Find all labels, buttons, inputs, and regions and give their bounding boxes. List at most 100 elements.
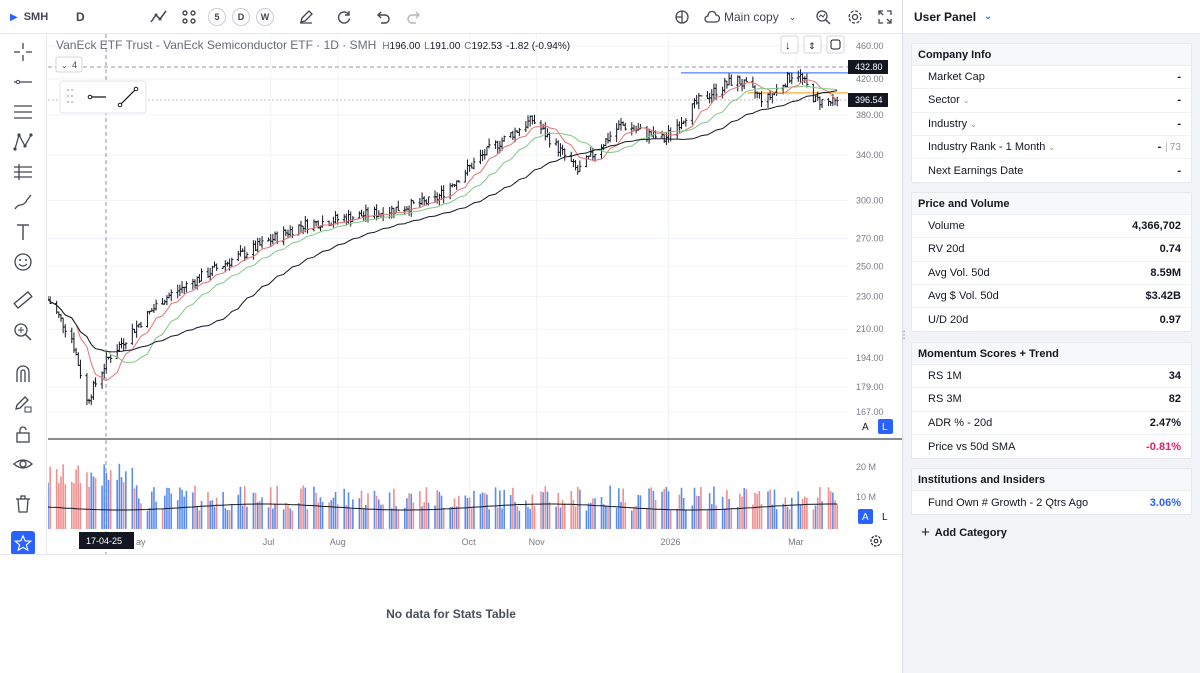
company-info-card: Company Info Market Cap - Sector ⌄ - Indust…: [911, 43, 1192, 184]
info-row-industry[interactable]: Industry ⌄ -: [912, 113, 1191, 136]
volume-bar: [771, 504, 774, 529]
brush-icon: [14, 194, 32, 210]
volume-bar: [298, 503, 300, 529]
row-label: RS 3M: [928, 393, 962, 406]
remove-drawings-tool[interactable]: [11, 492, 35, 516]
pv-row-rv20: RV 20d 0.74: [912, 238, 1191, 262]
price-chart[interactable]: 460.00 420.00 380.00 340.00 300.00 270.00 250.…: [46, 34, 902, 554]
price-axis-label: 340.00: [856, 150, 884, 160]
indicators-collapse-button[interactable]: ⌄ 4: [55, 56, 83, 73]
info-row-industry-rank[interactable]: Industry Rank - 1 Month ⌄ - | 73: [912, 136, 1191, 160]
symbol-search-button[interactable]: ▶ SMH: [10, 8, 48, 26]
ma-mid-line: [47, 85, 838, 363]
crosshair-tool[interactable]: [11, 40, 35, 64]
collapse-button[interactable]: ⇕: [803, 35, 822, 54]
volume-bar: [289, 508, 291, 529]
time-axis-label: Aug: [330, 537, 346, 547]
volume-bar: [509, 495, 512, 529]
volume-bar: [343, 488, 346, 529]
interval-5-button[interactable]: 5: [208, 8, 226, 26]
volume-bar: [449, 507, 451, 529]
volume-bar: [148, 508, 151, 529]
search-chart-icon: [816, 10, 831, 25]
refresh-button[interactable]: [336, 8, 352, 26]
time-axis-settings-button[interactable]: [870, 535, 882, 547]
volume-bar: [685, 510, 687, 529]
scroll-down-button[interactable]: ↓: [780, 35, 799, 54]
redo-button[interactable]: [406, 8, 422, 26]
volume-bar: [494, 487, 497, 529]
fullscreen-button[interactable]: [878, 8, 892, 26]
volume-bar: [365, 504, 367, 529]
user-panel-header[interactable]: User Panel ⌄: [903, 0, 1200, 34]
auto-scale-button[interactable]: A: [858, 419, 873, 434]
volume-auto-scale-button[interactable]: A: [858, 509, 873, 524]
volume-bar: [406, 498, 408, 529]
drag-handle-icon[interactable]: [67, 89, 73, 103]
pv-row-ud20: U/D 20d 0.97: [912, 308, 1191, 331]
volume-bar: [315, 492, 317, 529]
undo-button[interactable]: [375, 8, 391, 26]
volume-bar: [410, 493, 413, 529]
measure-tool[interactable]: [11, 288, 35, 312]
prediction-tool[interactable]: [11, 160, 35, 184]
emoji-tool[interactable]: [11, 250, 35, 274]
volume-bar: [62, 464, 64, 529]
indicators-button[interactable]: [150, 8, 168, 26]
zoom-tool[interactable]: [11, 320, 35, 344]
last-price-tag-bg: [848, 93, 888, 107]
maximize-pane-button[interactable]: [826, 35, 845, 54]
trend-line-icon[interactable]: [117, 86, 139, 108]
drawing-toggle-button[interactable]: [298, 8, 314, 26]
info-row-sector[interactable]: Sector ⌄ -: [912, 89, 1191, 113]
volume-bar: [155, 501, 157, 529]
hide-drawings-tool[interactable]: [11, 452, 35, 476]
brush-tool[interactable]: [11, 190, 35, 214]
time-axis[interactable]: Jul Aug Oct Nov 2026 Mar ay: [136, 537, 804, 547]
card-title: Momentum Scores + Trend: [912, 343, 1191, 365]
favorites-button[interactable]: [11, 531, 35, 555]
templates-button[interactable]: [182, 8, 196, 26]
magnet-tool[interactable]: [11, 362, 35, 386]
horizontal-lines[interactable]: [681, 72, 848, 94]
pattern-tool[interactable]: [11, 130, 35, 154]
text-tool[interactable]: [11, 220, 35, 244]
volume-bar: [836, 504, 838, 529]
add-category-button[interactable]: + Add Category: [921, 524, 1007, 541]
pv-row-avg-vol: Avg Vol. 50d 8.59M: [912, 262, 1191, 285]
layout-button[interactable]: [674, 8, 690, 26]
row-label: RV 20d: [928, 243, 965, 256]
screener-button[interactable]: [815, 8, 831, 26]
stay-drawing-tool[interactable]: [11, 392, 35, 416]
volume-bar: [120, 477, 123, 529]
chart-area[interactable]: 460.00 420.00 380.00 340.00 300.00 270.00 250.…: [46, 34, 902, 554]
log-scale-button[interactable]: L: [878, 419, 893, 434]
resize-handle-icon[interactable]: ⋮: [899, 330, 909, 341]
volume-bar: [451, 506, 454, 529]
info-row-next-earnings: Next Earnings Date -: [912, 159, 1191, 182]
volume-log-scale-button[interactable]: L: [878, 509, 893, 524]
volume-axis-label: 20 M: [856, 462, 876, 472]
volume-bar: [440, 495, 443, 529]
price-axis[interactable]: 460.00 420.00 380.00 340.00 300.00 270.00 250.…: [856, 41, 884, 417]
volume-bar: [834, 500, 836, 529]
volume-bar: [803, 496, 806, 529]
settings-button[interactable]: [847, 8, 863, 26]
lock-drawings-tool[interactable]: [11, 422, 35, 446]
volume-bar: [496, 507, 499, 529]
legend-title: VanEck ETF Trust - VanEck Semiconductor …: [56, 38, 376, 52]
volume-bar: [559, 507, 562, 529]
volume-bar: [512, 487, 514, 529]
volume-bar: [633, 507, 635, 529]
interval-button[interactable]: D: [76, 10, 85, 24]
layout-name-dropdown[interactable]: Main copy ⌄: [704, 8, 796, 26]
interval-w-button[interactable]: W: [256, 8, 274, 26]
volume-bar: [183, 496, 186, 529]
interval-d-button[interactable]: D: [232, 8, 250, 26]
trend-line-tool[interactable]: [11, 70, 35, 94]
log-scale-label: L: [882, 422, 888, 433]
floating-drawing-toolbar[interactable]: [59, 80, 147, 114]
horizontal-ray-icon[interactable]: [87, 94, 106, 100]
fib-tool[interactable]: [11, 100, 35, 124]
